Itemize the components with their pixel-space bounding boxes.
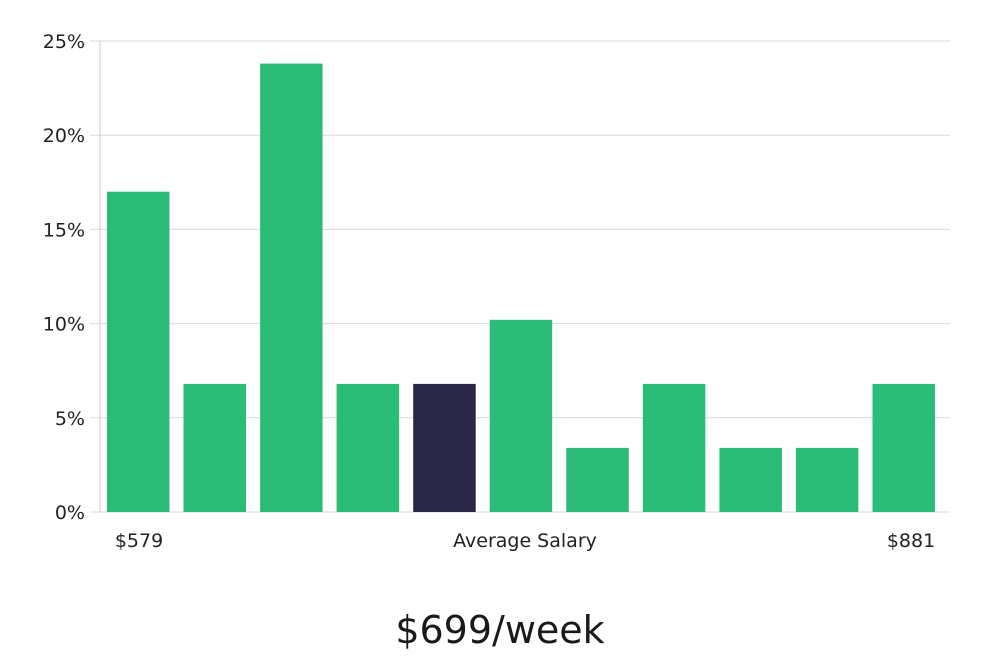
x-label-min: $579 — [115, 530, 163, 552]
x-label-max: $881 — [887, 530, 935, 552]
bar-highlighted — [413, 383, 476, 512]
bar — [260, 63, 323, 512]
y-tick-label: 0% — [55, 502, 85, 524]
bar — [107, 191, 170, 512]
bar — [872, 383, 935, 512]
bar — [795, 447, 859, 512]
y-tick-labels: 0% 5% 10% 15% 20% 25% — [43, 31, 85, 524]
y-tick-label: 25% — [43, 31, 85, 53]
y-tick-label: 20% — [43, 125, 85, 147]
bar — [642, 383, 706, 512]
bar — [719, 447, 782, 512]
bar — [489, 319, 553, 512]
y-tick-label: 10% — [43, 314, 85, 336]
bar — [183, 383, 246, 512]
y-tick-label: 15% — [43, 219, 85, 241]
x-label-center: Average Salary — [453, 530, 597, 552]
average-weekly-salary: $699/week — [395, 608, 605, 652]
y-tick-label: 5% — [55, 408, 85, 430]
bar — [336, 383, 400, 512]
bar — [566, 447, 629, 512]
bars — [107, 63, 935, 512]
